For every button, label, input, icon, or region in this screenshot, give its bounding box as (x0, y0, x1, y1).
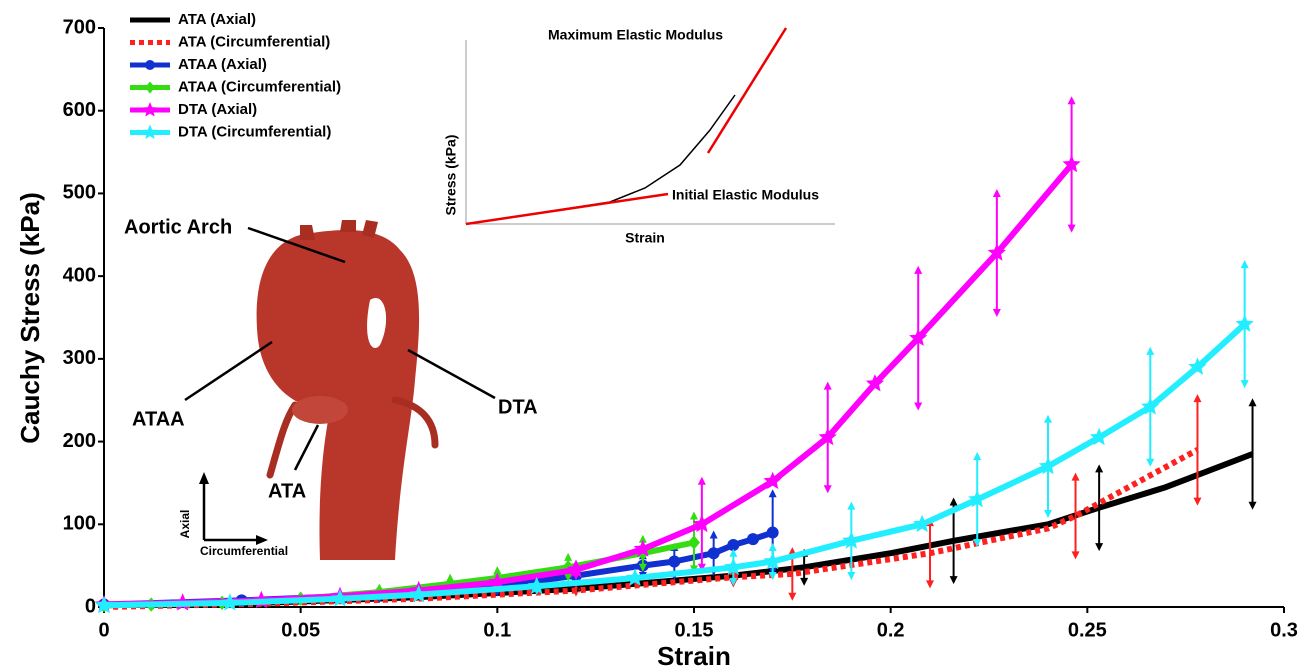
legend-label: ATAA (Axial) (178, 56, 267, 73)
marker (1235, 314, 1254, 332)
y-axis-label: Cauchy Stress (kPa) (15, 192, 45, 443)
marker (766, 526, 779, 539)
pointer (247, 226, 346, 264)
illustration-label: ATA (268, 480, 306, 502)
pointer (407, 348, 496, 400)
valve (292, 396, 348, 424)
x-tick-label: 0.1 (483, 619, 511, 641)
marker (865, 374, 885, 392)
legend-label: DTA (Axial) (178, 101, 257, 118)
x-tick-label: 0 (98, 619, 109, 641)
legend-label: ATA (Axial) (178, 11, 256, 28)
error-bar-head (768, 542, 777, 581)
series-line (103, 162, 1074, 608)
marker (527, 576, 546, 595)
y-tick-label: 300 (63, 347, 96, 369)
inset-label: Stress (kPa) (443, 135, 459, 216)
inset-label: Maximum Elastic Modulus (548, 27, 723, 43)
error-bar-head (729, 548, 738, 586)
y-tick-label: 200 (63, 430, 96, 452)
inset-tangent (465, 192, 669, 226)
marker (142, 124, 158, 139)
pointer (293, 424, 320, 471)
y-tick-label: 600 (63, 99, 96, 121)
marker (913, 514, 932, 533)
marker (763, 471, 782, 489)
series-line (103, 451, 1254, 609)
x-tick-label: 0.15 (675, 619, 714, 641)
error-bar (1071, 472, 1080, 560)
y-tick-label: 700 (63, 16, 96, 38)
x-tick-label: 0.2 (877, 619, 905, 641)
marker (668, 555, 681, 568)
marker (220, 593, 239, 611)
coronary (391, 396, 439, 449)
marker (94, 595, 114, 614)
inset: Maximum Elastic Modulus Initial Elastic … (443, 27, 835, 246)
marker (1062, 154, 1081, 173)
branches (300, 220, 378, 240)
marker (818, 427, 837, 446)
marker (145, 60, 155, 70)
inset-label: Strain (625, 230, 665, 246)
marker (142, 102, 158, 117)
marker (763, 551, 782, 570)
marker (1141, 397, 1160, 415)
error-bar (1248, 398, 1257, 510)
marker (566, 560, 586, 578)
marker (633, 539, 652, 557)
marker (987, 243, 1006, 261)
marker (688, 535, 700, 550)
illustration-label: Aortic Arch (124, 216, 232, 238)
marker (1038, 456, 1058, 475)
coronary (266, 401, 299, 479)
x-tick-label: 0.25 (1068, 619, 1107, 641)
aorta (256, 230, 420, 560)
marker (1090, 427, 1109, 446)
arrowhead (199, 472, 268, 545)
error-bar-head (638, 551, 647, 581)
illustration-label: DTA (498, 396, 538, 418)
aorta-illustration: Aortic Arch ATAA DTA ATA Axial Circumfer… (124, 216, 538, 560)
y-tick-label: 500 (63, 182, 96, 204)
series-line (103, 321, 1247, 609)
x-tick-label: 0.05 (281, 619, 320, 641)
legend-label: DTA (Circumferential) (178, 123, 331, 140)
marker (625, 568, 645, 586)
y-tick-label: 400 (63, 264, 96, 286)
legend-label: ATAA (Circumferential) (178, 78, 341, 95)
marker (488, 572, 507, 590)
illustration-label: Axial (178, 510, 192, 539)
illustration-label: ATAA (132, 408, 185, 430)
inset-tangent (706, 27, 788, 154)
marker (692, 514, 711, 533)
x-axis-label: Strain (657, 641, 731, 671)
marker (145, 81, 155, 94)
x-tick-label: 0.3 (1270, 619, 1298, 641)
illustration-label: Circumferential (200, 544, 288, 558)
marker (727, 538, 740, 551)
marker (968, 489, 987, 508)
inset-label: Initial Elastic Modulus (672, 187, 819, 203)
error-bar-head (847, 501, 856, 581)
aorta-gap (367, 298, 387, 348)
pointer (184, 340, 273, 402)
y-tick-label: 100 (63, 513, 96, 535)
marker (724, 557, 743, 576)
marker (842, 531, 861, 549)
marker (330, 589, 350, 607)
error-bar-head (564, 552, 573, 582)
marker (707, 547, 720, 560)
legend-label: ATA (Circumferential) (178, 33, 330, 50)
y-tick-label: 0 (85, 595, 96, 617)
marker (1188, 357, 1207, 375)
marker (909, 328, 928, 346)
marker (747, 533, 759, 546)
marker (409, 585, 428, 603)
